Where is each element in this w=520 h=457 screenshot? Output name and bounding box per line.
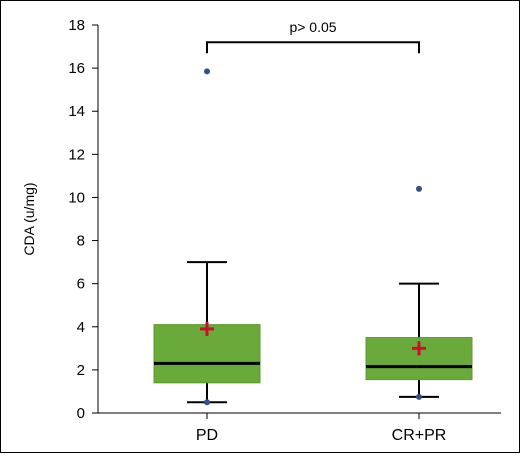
p-value-label: p> 0.05 <box>289 19 336 35</box>
y-tick-label: 8 <box>77 233 85 250</box>
y-tick-label: 16 <box>68 60 85 77</box>
y-tick-label: 14 <box>68 103 85 120</box>
y-tick-label: 2 <box>77 362 85 379</box>
bracket-line <box>206 41 420 54</box>
y-tick-label: 0 <box>77 405 85 422</box>
x-tick-label: PD <box>196 427 218 444</box>
box-group <box>153 68 261 406</box>
y-tick-label: 18 <box>68 17 85 34</box>
x-tick-label: CR+PR <box>392 427 447 444</box>
significance-bracket: p> 0.05 <box>206 19 420 54</box>
outlier-point <box>416 393 422 400</box>
box-group <box>365 185 473 400</box>
y-tick-label: 6 <box>77 276 85 293</box>
outlier-point <box>416 185 422 192</box>
y-tick-label: 4 <box>77 319 85 336</box>
boxes <box>153 68 473 406</box>
y-tick-label: 12 <box>68 146 85 163</box>
x-ticks: PD CR+PR <box>196 413 446 444</box>
outlier-point <box>204 68 210 75</box>
y-axis-label: CDA (u/mg) <box>21 182 37 255</box>
y-ticks: 0 2 4 6 8 10 12 14 16 18 <box>68 17 98 422</box>
y-tick-label: 10 <box>68 189 85 206</box>
axes <box>97 25 501 414</box>
outlier-point <box>204 399 210 406</box>
